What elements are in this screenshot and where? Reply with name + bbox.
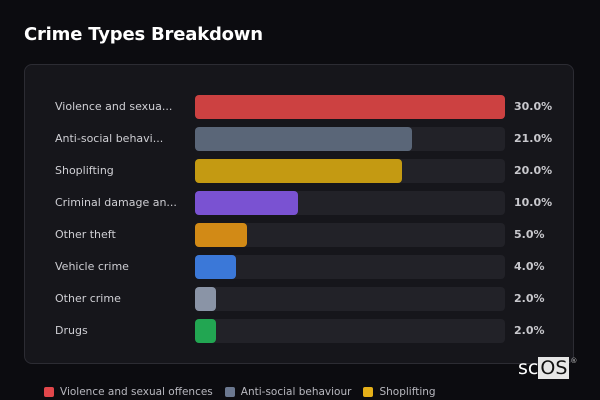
legend-swatch-icon <box>44 387 54 397</box>
scos-logo: sc OS ® <box>518 357 577 379</box>
chart-title: Crime Types Breakdown <box>24 24 263 45</box>
bar-label: Violence and sexua... <box>55 100 173 113</box>
legend-label: Anti-social behaviour <box>240 386 352 398</box>
bar-fill[interactable] <box>195 159 402 183</box>
legend-item[interactable]: Anti-social behaviour <box>224 386 352 398</box>
bar-track <box>195 95 505 119</box>
legend-swatch-icon <box>224 387 235 397</box>
bar-fill[interactable] <box>195 319 216 343</box>
bar-percentage: 21.0% <box>514 132 553 145</box>
bar-label: Other theft <box>55 228 116 241</box>
bar-percentage: 10.0% <box>514 196 553 209</box>
legend-label: Shoplifting <box>379 386 436 398</box>
bar-label: Criminal damage an... <box>55 196 177 209</box>
bar-track <box>195 255 505 279</box>
chart-legend: Violence and sexual offences Anti-social … <box>44 386 448 398</box>
bar-row: Violence and sexua... 30.0% <box>25 95 573 119</box>
legend-item[interactable]: Violence and sexual offences <box>44 386 213 398</box>
registered-mark-icon: ® <box>570 357 578 365</box>
bar-label: Other crime <box>55 292 121 305</box>
bar-track <box>195 287 505 311</box>
bar-fill[interactable] <box>195 287 216 311</box>
bar-row: Criminal damage an... 10.0% <box>25 191 573 215</box>
logo-sc-text: sc <box>518 357 539 379</box>
bar-label: Vehicle crime <box>55 260 129 273</box>
bar-percentage: 30.0% <box>514 100 553 113</box>
bar-percentage: 2.0% <box>514 324 545 337</box>
bar-percentage: 5.0% <box>514 228 545 241</box>
logo-os-text: OS <box>538 357 570 379</box>
bar-fill[interactable] <box>195 255 237 279</box>
bar-percentage: 20.0% <box>514 164 553 177</box>
legend-label: Violence and sexual offences <box>60 386 213 398</box>
bar-label: Shoplifting <box>55 164 114 177</box>
bar-track <box>195 127 505 151</box>
bar-percentage: 2.0% <box>514 292 545 305</box>
bar-label: Anti-social behavi... <box>55 132 164 145</box>
bar-row: Drugs 2.0% <box>25 319 573 343</box>
chart-card: Violence and sexua... 30.0% Anti-social be… <box>24 64 574 364</box>
bar-fill[interactable] <box>195 223 247 247</box>
bar-row: Anti-social behavi... 21.0% <box>25 127 573 151</box>
bar-label: Drugs <box>55 324 88 337</box>
bar-row: Vehicle crime 4.0% <box>25 255 573 279</box>
bar-fill[interactable] <box>195 127 412 151</box>
bar-fill[interactable] <box>195 191 299 215</box>
bar-track <box>195 223 505 247</box>
bar-row: Other crime 2.0% <box>25 287 573 311</box>
bar-track <box>195 319 505 343</box>
bar-percentage: 4.0% <box>514 260 545 273</box>
legend-swatch-icon <box>363 387 374 397</box>
bar-track <box>195 159 505 183</box>
bar-row: Shoplifting 20.0% <box>25 159 573 183</box>
bar-fill[interactable] <box>195 95 505 119</box>
bar-track <box>195 191 505 215</box>
legend-item[interactable]: Shoplifting <box>363 386 436 398</box>
bar-row: Other theft 5.0% <box>25 223 573 247</box>
